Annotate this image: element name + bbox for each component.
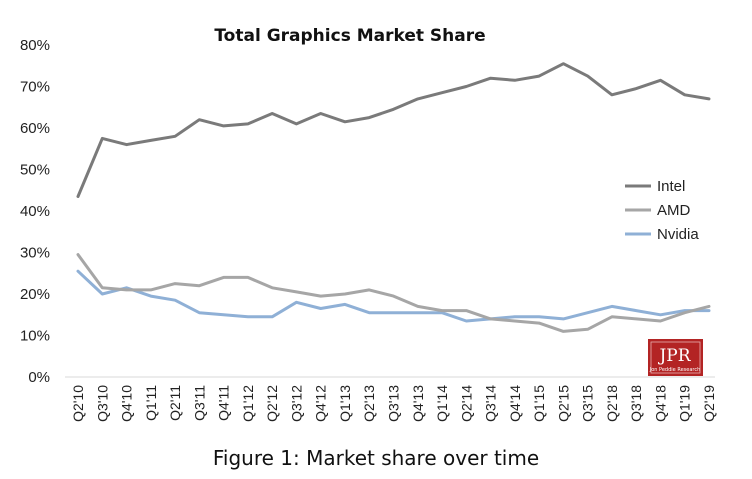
x-tick-label: Q3'13 xyxy=(386,385,402,422)
x-tick-label: Q2'11 xyxy=(167,385,183,421)
x-tick-label: Q4'14 xyxy=(507,385,523,422)
x-tick-label: Q3'10 xyxy=(94,385,110,422)
y-tick-label: 20% xyxy=(20,286,50,303)
y-tick-label: 60% xyxy=(20,120,50,137)
x-tick-label: Q4'10 xyxy=(119,385,135,422)
x-tick-label: Q2'13 xyxy=(361,385,377,422)
legend-label-amd: AMD xyxy=(657,202,691,219)
legend-label-nvidia: Nvidia xyxy=(657,226,699,243)
x-tick-label: Q1'14 xyxy=(434,385,450,422)
market-share-chart: Total Graphics Market Share 0% 10% 20% 30% 4… xyxy=(20,26,717,422)
series-lines xyxy=(76,62,711,333)
jpr-logo: JPR Jon Peddie Research xyxy=(648,339,703,376)
x-tick-label: Q2'15 xyxy=(555,385,571,422)
x-tick-label: Q2'14 xyxy=(458,385,474,422)
y-tick-label: 0% xyxy=(28,369,50,386)
x-tick-label: Q4'13 xyxy=(410,385,426,422)
legend-label-intel: Intel xyxy=(657,178,685,195)
x-tick-label: Q1'11 xyxy=(143,385,159,421)
y-tick-label: 50% xyxy=(20,162,50,179)
logo-text: JPR xyxy=(657,346,691,366)
x-tick-label: Q3'18 xyxy=(628,385,644,422)
x-tick-label: Q2'19 xyxy=(701,385,717,422)
figure-caption: Figure 1: Market share over time xyxy=(212,446,540,470)
x-tick-label: Q4'11 xyxy=(216,385,232,421)
series-line-nvidia xyxy=(76,269,711,323)
y-tick-label: 30% xyxy=(20,245,50,262)
x-axis-ticks: Q2'10 Q3'10 Q4'10 Q1'11 Q2'11 Q3'11 Q4'11 Q1'12… xyxy=(70,385,717,422)
x-tick-label: Q3'15 xyxy=(580,385,596,422)
x-tick-label: Q4'18 xyxy=(652,385,668,422)
x-tick-label: Q2'18 xyxy=(604,385,620,422)
x-tick-label: Q1'13 xyxy=(337,385,353,422)
y-axis-ticks: 0% 10% 20% 30% 40% 50% 60% 70% 80% xyxy=(20,37,50,386)
x-tick-label: Q3'11 xyxy=(191,385,207,421)
x-tick-label: Q1'12 xyxy=(240,385,256,422)
x-tick-label: Q3'12 xyxy=(288,385,304,422)
y-tick-label: 80% xyxy=(20,37,50,54)
y-tick-label: 10% xyxy=(20,328,50,345)
y-tick-label: 70% xyxy=(20,79,50,96)
x-tick-label: Q3'14 xyxy=(483,385,499,422)
legend: Intel AMD Nvidia xyxy=(625,178,699,243)
y-tick-label: 40% xyxy=(20,203,50,220)
logo-subtext: Jon Peddie Research xyxy=(649,367,701,373)
x-tick-label: Q2'10 xyxy=(70,385,86,422)
series-line-intel xyxy=(76,62,711,198)
x-tick-label: Q4'12 xyxy=(313,385,329,422)
series-line-amd xyxy=(76,253,711,333)
x-tick-label: Q1'19 xyxy=(677,385,693,422)
chart-title: Total Graphics Market Share xyxy=(214,26,485,46)
x-tick-label: Q2'12 xyxy=(264,385,280,422)
x-tick-label: Q1'15 xyxy=(531,385,547,422)
